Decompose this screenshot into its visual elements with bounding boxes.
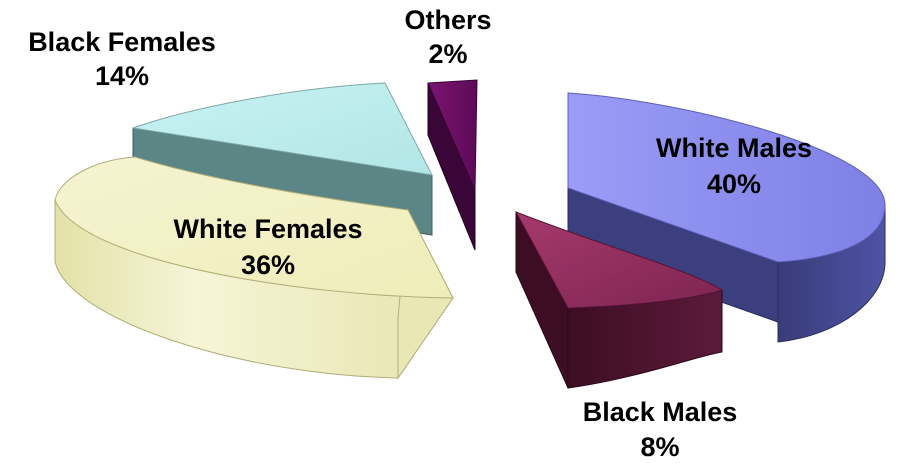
pie-slice-white-males (567, 92, 886, 343)
label-white-females-value: 36% (241, 250, 295, 280)
label-white-males-value: 40% (707, 169, 761, 199)
pie-slice-others (427, 79, 478, 251)
label-white-males-name: White Males (656, 133, 812, 163)
label-black-males-value: 8% (640, 432, 679, 462)
label-black-females-name: Black Females (28, 27, 216, 57)
others-top (427, 79, 478, 191)
white-males-top (567, 92, 886, 263)
black-males-top (514, 211, 724, 309)
slice-labels: Black Females 14% Others 2% White Males … (28, 5, 812, 462)
black-females-top (132, 82, 433, 176)
label-others-name: Others (404, 5, 491, 35)
label-black-males-name: Black Males (583, 397, 738, 427)
white-females-top (54, 156, 454, 299)
label-black-females-value: 14% (95, 61, 149, 91)
label-others-value: 2% (428, 39, 467, 69)
label-white-females-name: White Females (173, 214, 362, 244)
pie-slice-white-females (54, 156, 454, 380)
pie-slice-black-males (514, 211, 724, 389)
